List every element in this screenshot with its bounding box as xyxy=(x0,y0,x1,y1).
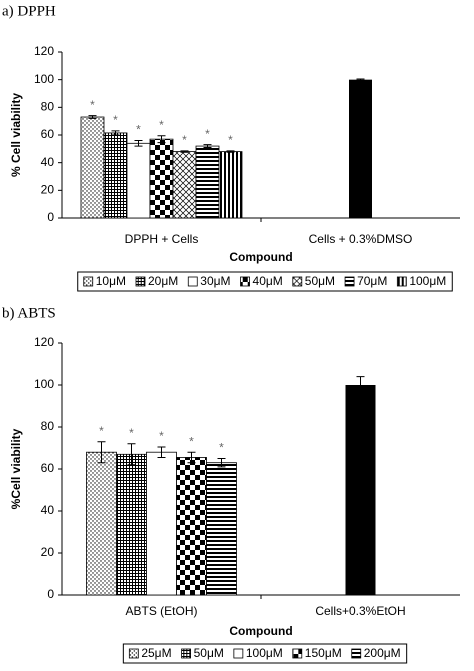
significance-marker: * xyxy=(228,133,233,147)
y-tick-label: 20 xyxy=(41,545,55,559)
error-bar xyxy=(187,451,196,464)
y-tick-label: 60 xyxy=(41,127,55,141)
y-tick-label: 80 xyxy=(41,100,55,114)
error-bar xyxy=(127,443,136,466)
error-bar xyxy=(97,441,106,464)
y-tick-label: 20 xyxy=(41,183,55,197)
legend-label: 20μM xyxy=(148,274,178,288)
legend-label: 30μM xyxy=(200,274,230,288)
error-bar xyxy=(157,135,166,144)
significance-marker: * xyxy=(205,127,210,141)
y-tick-label: 120 xyxy=(34,335,54,349)
significance-marker: * xyxy=(159,118,164,132)
legend-label: 150μM xyxy=(305,646,342,660)
legend-swatch xyxy=(396,276,407,287)
bar xyxy=(116,453,147,596)
legend-swatch xyxy=(351,648,362,659)
bar xyxy=(126,142,151,219)
legend-label: 25μM xyxy=(141,646,171,660)
x-axis-label: Compound xyxy=(229,250,292,264)
legend-label: 10μM xyxy=(96,274,126,288)
y-tick-label: 100 xyxy=(34,377,54,391)
control-bar xyxy=(345,385,376,595)
legend-label: 70μM xyxy=(357,274,387,288)
error-bar xyxy=(217,458,226,468)
legend-label: 200μM xyxy=(364,646,401,660)
legend-swatch xyxy=(181,648,191,659)
bar xyxy=(206,462,237,596)
y-tick-label: 60 xyxy=(41,461,55,475)
legend-label: 50μM xyxy=(194,646,224,660)
significance-marker: * xyxy=(159,429,164,443)
significance-marker: * xyxy=(189,434,194,448)
legend-swatch xyxy=(233,648,244,659)
error-bar xyxy=(356,376,365,394)
y-tick-label: 0 xyxy=(47,587,54,601)
y-axis-label: % Cell viability xyxy=(9,93,23,177)
y-tick-label: 100 xyxy=(34,72,54,86)
x-tick-label: DPPH + Cells xyxy=(125,232,199,246)
bar xyxy=(86,451,117,596)
bar xyxy=(149,138,174,219)
y-tick-label: 120 xyxy=(34,44,54,58)
bar xyxy=(176,457,207,596)
error-bar xyxy=(157,446,166,458)
error-bar xyxy=(203,144,212,148)
bar xyxy=(103,132,128,219)
legend-swatch xyxy=(83,276,94,287)
legend: 10μM 20μM 30μM 40μM 50μM 70μM 100μM xyxy=(77,271,453,292)
significance-marker: * xyxy=(113,113,118,127)
panel-title: b) ABTS xyxy=(2,305,56,321)
error-bar xyxy=(226,150,235,153)
legend-swatch xyxy=(240,276,250,287)
significance-marker: * xyxy=(182,133,187,147)
legend-label: 100μM xyxy=(409,274,446,288)
legend-label: 40μM xyxy=(253,274,283,288)
y-tick-label: 40 xyxy=(41,155,55,169)
panel-title: a) DPPH xyxy=(2,3,56,19)
significance-marker: * xyxy=(219,441,224,455)
legend-box xyxy=(122,643,408,664)
legend-swatch xyxy=(128,648,139,659)
error-bar xyxy=(111,130,120,136)
legend: 25μM 50μM 100μM 150μM 200μM xyxy=(122,643,408,664)
x-tick-label: Cells+0.3%EtOH xyxy=(315,604,405,618)
bar xyxy=(80,116,105,219)
error-bar xyxy=(356,78,365,81)
significance-marker: * xyxy=(136,123,141,137)
error-bar xyxy=(88,115,97,119)
legend-box xyxy=(77,271,453,292)
y-tick-label: 40 xyxy=(41,503,55,517)
legend-swatch xyxy=(292,648,303,659)
significance-marker: * xyxy=(90,98,95,112)
y-tick-label: 0 xyxy=(47,210,54,224)
legend-label: 100μM xyxy=(246,646,283,660)
legend-swatch xyxy=(187,276,198,287)
x-axis-label: Compound xyxy=(229,624,292,638)
y-axis-label: %Cell viability xyxy=(9,428,23,509)
x-tick-label: ABTS (EtOH) xyxy=(125,604,197,618)
x-tick-label: Cells + 0.3%DMSO xyxy=(309,232,413,246)
bar xyxy=(195,145,220,219)
legend-swatch xyxy=(135,276,146,287)
significance-marker: * xyxy=(129,426,134,440)
bar xyxy=(218,151,243,219)
y-tick-label: 80 xyxy=(41,419,55,433)
significance-marker: * xyxy=(99,424,104,438)
error-bar xyxy=(180,150,189,153)
error-bar xyxy=(134,140,143,147)
legend-label: 50μM xyxy=(305,274,335,288)
bar xyxy=(146,451,177,596)
bar xyxy=(172,151,197,219)
legend-swatch xyxy=(344,276,355,287)
legend-swatch xyxy=(292,276,303,287)
control-bar xyxy=(349,79,372,219)
